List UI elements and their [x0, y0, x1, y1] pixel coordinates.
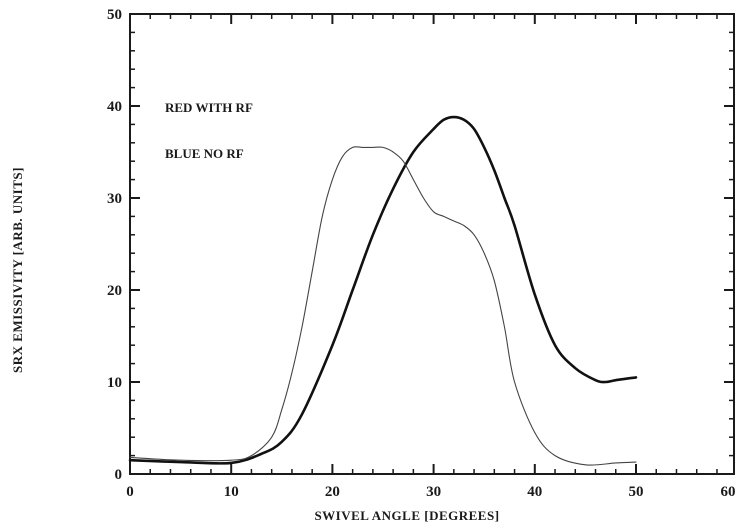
x-tick-label-10: 10 [224, 484, 239, 500]
plot-frame [129, 13, 735, 475]
axis-tick-labels: 0 10 20 30 40 50 60 0 10 20 30 40 50 [107, 7, 736, 500]
y-tick-label-20: 20 [107, 283, 122, 299]
x-tick-label-50: 50 [629, 484, 644, 500]
series-layer [128, 115, 638, 466]
legend-entry-red-with-rf: RED WITH RF [165, 100, 253, 115]
x-tick-label-20: 20 [325, 484, 340, 500]
y-tick-label-40: 40 [107, 99, 122, 115]
x-tick-label-40: 40 [527, 484, 542, 500]
series-line-blue-no-rf [129, 146, 637, 466]
axis-ticks [129, 13, 734, 475]
y-tick-label-0: 0 [115, 467, 123, 483]
x-tick-label-0: 0 [126, 484, 134, 500]
x-tick-label-30: 30 [426, 484, 441, 500]
x-tick-label-60: 60 [721, 484, 736, 500]
series-line-red-with-rf [128, 115, 638, 465]
x-axis-title: SWIVEL ANGLE [DEGREES] [314, 508, 499, 523]
y-axis-title: SRX EMISSIVITY [ARB. UNITS] [10, 167, 25, 373]
y-tick-label-10: 10 [107, 375, 122, 391]
y-tick-label-30: 30 [107, 191, 122, 207]
legend-entry-blue-no-rf: BLUE NO RF [165, 146, 244, 161]
y-tick-label-50: 50 [107, 7, 122, 23]
